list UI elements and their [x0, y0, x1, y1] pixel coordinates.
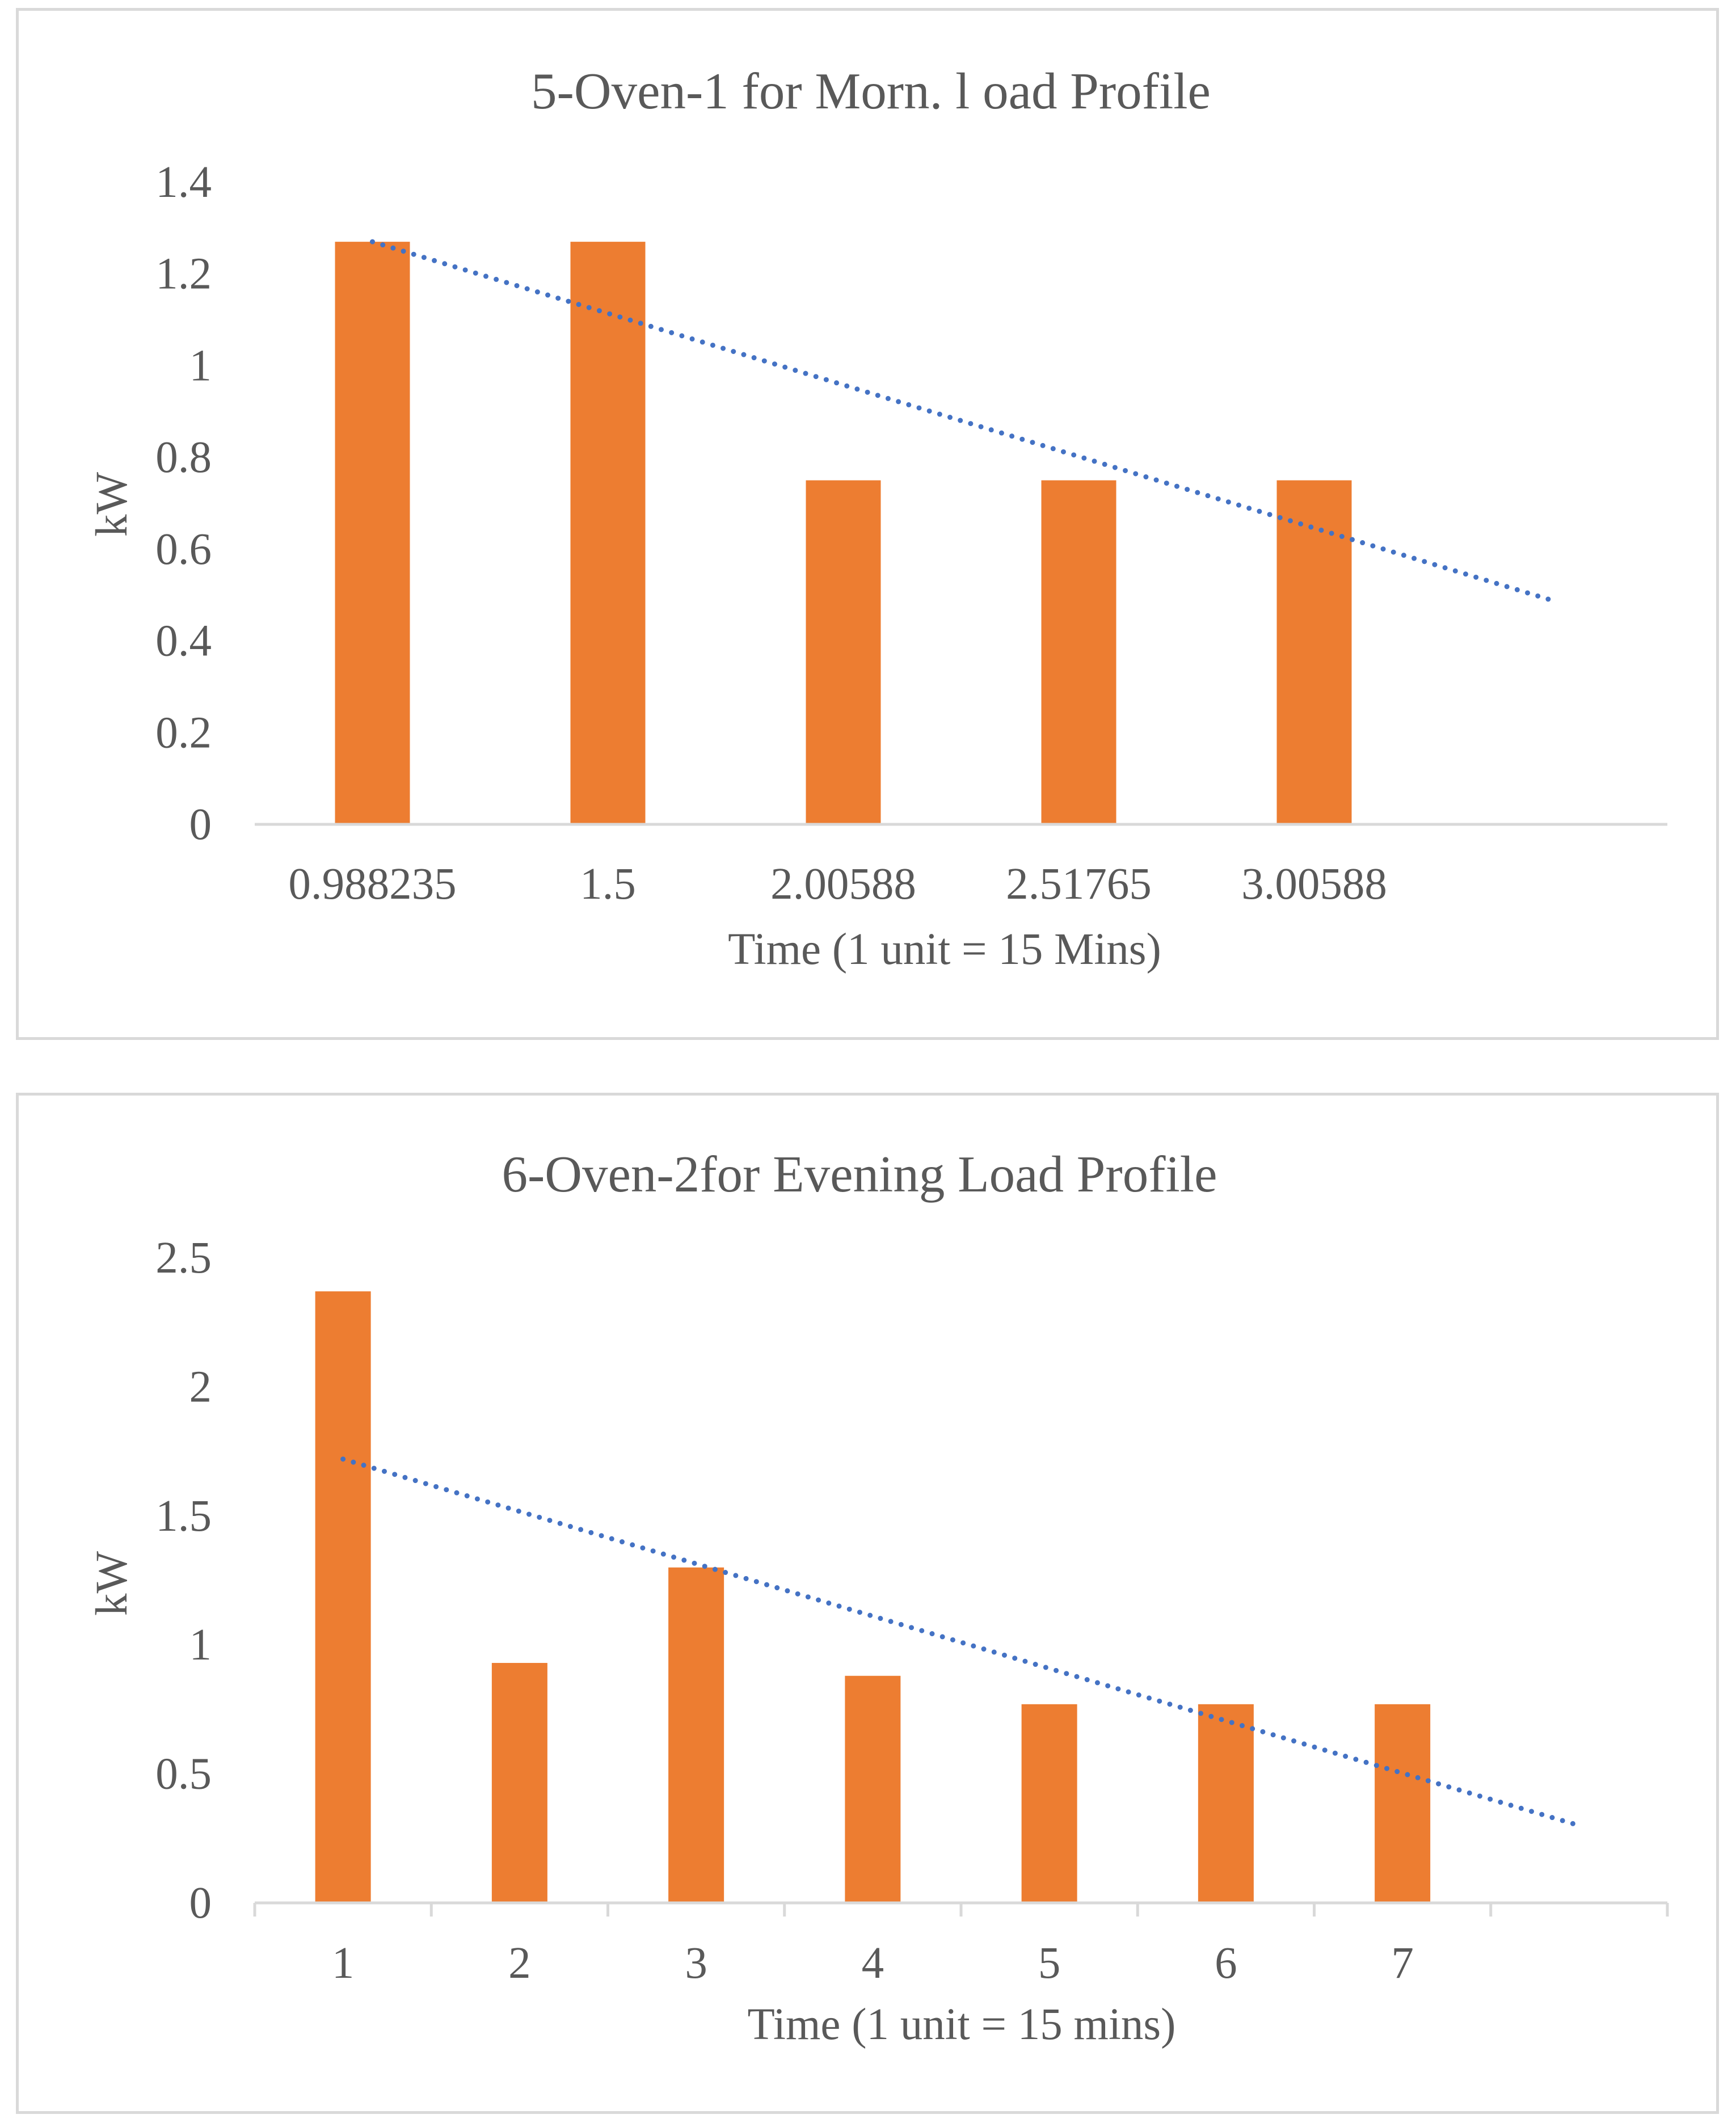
chart-title: 6-Oven-2for Evening Load Profile	[502, 1145, 1217, 1203]
bar	[315, 1291, 371, 1903]
chart-title: 5-Oven-1 for Morn. l oad Profile	[531, 62, 1211, 120]
x-tick-label: 3.00588	[1241, 860, 1387, 909]
y-tick-label: 1.2	[155, 250, 212, 299]
y-tick-label: 0	[189, 800, 212, 849]
bar	[1198, 1704, 1254, 1903]
y-tick-label: 0.5	[155, 1750, 212, 1799]
bar	[806, 480, 881, 824]
x-tick-label: 4	[862, 1939, 884, 1988]
bar	[335, 242, 410, 825]
chart-panel-oven-1: 5-Oven-1 for Morn. l oad Profile kW Time…	[16, 8, 1719, 1040]
trendline	[370, 239, 1552, 603]
bar	[668, 1567, 724, 1903]
x-tick-label: 0.988235	[288, 860, 456, 909]
y-tick-label: 0.4	[155, 617, 212, 666]
x-tick-label: 2.51765	[1006, 860, 1152, 909]
y-axis-label: kW	[87, 1551, 137, 1616]
bar	[1375, 1704, 1431, 1903]
y-tick-label: 0.2	[155, 708, 212, 757]
x-tick-label: 2.00588	[770, 860, 916, 909]
bar	[570, 242, 646, 825]
bar	[1021, 1704, 1077, 1903]
bar	[845, 1675, 901, 1903]
x-tick-label: 3	[685, 1939, 707, 1988]
chart-panel-oven-2: 6-Oven-2for Evening Load Profile kW Time…	[16, 1093, 1719, 2114]
y-tick-label: 2.5	[155, 1233, 212, 1283]
x-tick-label: 5	[1038, 1939, 1061, 1988]
chart-oven-2: 6-Oven-2for Evening Load Profile kW Time…	[87, 1145, 1669, 2049]
y-tick-label: 0	[189, 1879, 212, 1928]
bar	[1041, 480, 1116, 824]
x-tick-label: 1	[332, 1939, 355, 1988]
trendline	[340, 1456, 1582, 1829]
y-tick-label: 2	[189, 1362, 212, 1412]
bar	[491, 1663, 547, 1903]
x-tick-label: 2	[508, 1939, 531, 1988]
x-tick-label: 7	[1391, 1939, 1414, 1988]
y-tick-label: 0.8	[155, 433, 212, 482]
y-axis-label: kW	[87, 472, 137, 537]
bar	[1276, 480, 1352, 824]
y-tick-label: 0.6	[155, 525, 212, 574]
y-tick-label: 1.5	[155, 1492, 212, 1541]
chart-oven-1: 5-Oven-1 for Morn. l oad Profile kW Time…	[87, 62, 1667, 974]
x-tick-label: 1.5	[580, 860, 636, 909]
y-tick-label: 1	[189, 341, 212, 390]
y-tick-label: 1.4	[155, 158, 212, 207]
y-tick-label: 1	[189, 1620, 212, 1670]
x-axis-label: Time (1 unit = 15 Mins)	[728, 925, 1161, 974]
x-axis-label: Time (1 unit = 15 mins)	[748, 2000, 1176, 2049]
x-tick-label: 6	[1215, 1939, 1237, 1988]
